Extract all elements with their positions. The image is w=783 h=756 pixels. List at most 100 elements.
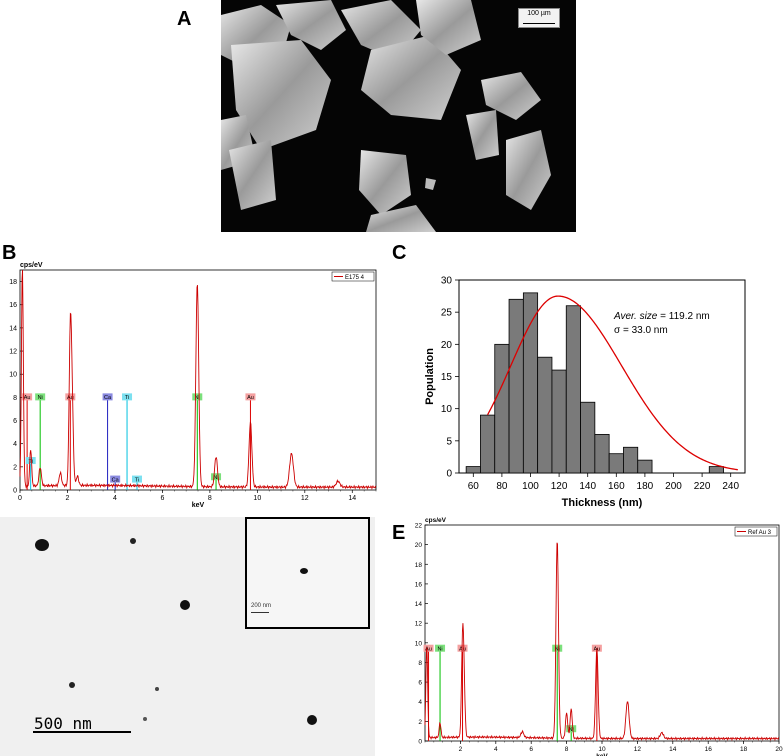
element-marker-tag [102, 393, 113, 401]
eds-spectrum-b: 0 2 4 6 8 10 12 14 16 18 0 2 4 6 8 10 12 14 cps/eV keV E175 … [9, 262, 377, 509]
histogram-bar [708, 466, 724, 474]
y-tick-label: 22 [415, 523, 423, 530]
element-marker-tag [245, 393, 256, 401]
y-tick-label: 0 [446, 469, 452, 480]
element-marker-label: Au [247, 395, 254, 401]
x-tick-label: 160 [608, 481, 625, 492]
element-marker-label: Au [459, 647, 466, 653]
element-marker-tag [211, 473, 222, 481]
y-tick-label: 20 [415, 542, 423, 549]
x-tick-label: 200 [665, 481, 682, 492]
flake [481, 72, 541, 120]
nanoparticle [130, 538, 136, 544]
y-tick-label: 10 [415, 640, 423, 647]
x-axis-label: keV [192, 502, 205, 509]
element-marker-tag [35, 393, 46, 401]
tem-scale-label: 500 nm [34, 714, 92, 733]
y-axis-label: cps/eV [425, 517, 447, 524]
element-marker-tag [423, 644, 434, 652]
element-marker-label: Ti [135, 477, 139, 483]
y-tick-label: 5 [446, 436, 452, 447]
sem-image [221, 0, 576, 232]
tem-scale-bar [33, 731, 131, 733]
x-tick-label: 0 [18, 495, 22, 502]
x-tick-label: 2 [66, 495, 70, 502]
element-marker-label: Ni [437, 647, 442, 653]
tem-inset-image [300, 568, 308, 574]
element-marker-tag [122, 393, 133, 401]
x-axis-label: keV [596, 753, 608, 756]
panel-b-label: B [2, 242, 17, 264]
y-tick-label: 25 [441, 308, 453, 319]
x-tick-label: 180 [637, 481, 654, 492]
element-marker-label: Ni [213, 475, 218, 481]
y-axis-label: Population [424, 348, 436, 405]
y-tick-label: 16 [9, 302, 17, 309]
x-tick-label: 120 [551, 481, 568, 492]
panel-e-label: E [392, 522, 406, 544]
element-marker-tag [591, 644, 602, 652]
y-tick-label: 4 [418, 699, 422, 706]
histogram-bar [522, 292, 539, 474]
annotation-mean-prefix: Aver. size [613, 311, 660, 322]
y-tick-label: 2 [13, 464, 17, 471]
y-tick-label: 6 [13, 418, 17, 425]
y-tick-label: 15 [441, 372, 453, 383]
histogram-bar [608, 453, 624, 474]
y-tick-label: 10 [441, 404, 453, 415]
x-tick-label: 8 [208, 495, 212, 502]
y-axis-label: cps/eV [20, 262, 43, 269]
plot-frame [424, 524, 780, 742]
y-tick-label: 12 [9, 349, 17, 356]
y-tick-label: 10 [9, 372, 17, 379]
y-tick-label: 20 [441, 340, 453, 351]
spectrum-line [19, 269, 377, 490]
legend: E175 4 [331, 271, 375, 282]
histogram-bar [623, 446, 639, 474]
histogram-bar [480, 414, 496, 474]
legend-label: E175 4 [345, 275, 365, 281]
element-marker-tag [132, 475, 143, 483]
element-marker-tag [25, 457, 36, 465]
element-marker-label: Ni [555, 647, 560, 653]
element-marker-label: Ti [125, 395, 129, 401]
x-tick-label: 140 [579, 481, 596, 492]
legend: Ref Au 3 [734, 526, 778, 537]
x-tick-label: 18 [740, 746, 748, 753]
legend-box [331, 271, 375, 282]
x-tick-label: 10 [598, 746, 606, 753]
x-tick-label: 100 [522, 481, 539, 492]
flake [361, 35, 461, 120]
element-marker-label: Ni [38, 395, 43, 401]
legend-label: Ref Au 3 [748, 530, 772, 536]
flake [506, 130, 551, 210]
element-marker-tag [552, 644, 563, 652]
nanoparticle [307, 715, 317, 725]
x-tick-label: 20 [775, 746, 783, 753]
y-tick-label: 6 [418, 680, 422, 687]
nanoparticle [143, 717, 147, 721]
element-marker-tag [110, 475, 121, 483]
flake [229, 140, 276, 210]
y-tick-label: 14 [415, 601, 423, 608]
sem-scale-bar: 100 µm [518, 8, 560, 28]
nanoparticle [35, 539, 49, 551]
y-tick-label: 30 [441, 276, 453, 287]
x-tick-label: 14 [348, 495, 356, 502]
spectrum-line [424, 542, 780, 741]
histogram-bar [565, 305, 581, 474]
histogram-bar [580, 401, 596, 474]
x-tick-label: 2 [459, 746, 463, 753]
x-tick-label: 6 [160, 495, 164, 502]
y-tick-label: 4 [13, 441, 17, 448]
tem-particles [35, 538, 317, 725]
tem-inset-scale-bar [251, 612, 269, 613]
tem-inset [245, 517, 370, 629]
x-tick-label: 60 [468, 481, 480, 492]
y-tick-label: 12 [415, 621, 423, 628]
element-marker-tag [65, 393, 76, 401]
element-marker-label: Ni [195, 395, 200, 401]
element-marker-label: Au [24, 395, 31, 401]
x-tick-label: 10 [253, 495, 261, 502]
nanoparticle [155, 687, 159, 691]
